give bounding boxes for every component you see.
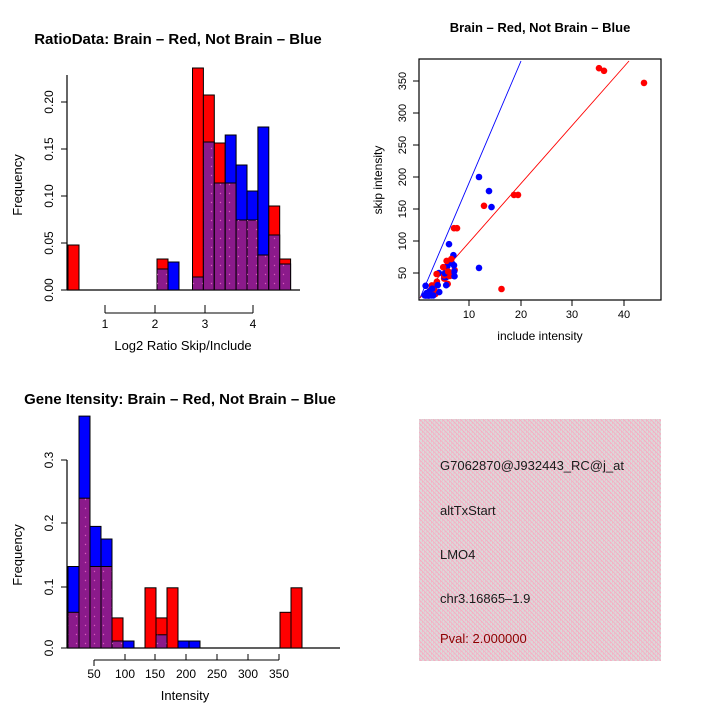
svg-text:200: 200 <box>397 168 409 186</box>
svg-text:0.20: 0.20 <box>42 90 56 114</box>
svg-text:300: 300 <box>238 667 258 681</box>
svg-text:250: 250 <box>397 136 409 154</box>
svg-text:Log2 Ratio Skip/Include: Log2 Ratio Skip/Include <box>114 338 251 353</box>
svg-text:150: 150 <box>397 200 409 218</box>
svg-text:Intensity: Intensity <box>161 688 210 703</box>
svg-text:1: 1 <box>102 317 109 331</box>
svg-text:200: 200 <box>176 667 196 681</box>
svg-text:300: 300 <box>397 104 409 122</box>
svg-text:0.1: 0.1 <box>42 578 56 595</box>
svg-text:altTxStart: altTxStart <box>440 503 496 518</box>
svg-text:0.2: 0.2 <box>42 514 56 531</box>
svg-text:0.10: 0.10 <box>42 184 56 208</box>
svg-text:Frequency: Frequency <box>10 154 25 216</box>
svg-text:100: 100 <box>397 232 409 250</box>
svg-text:G7062870@J932443_RC@j_at: G7062870@J932443_RC@j_at <box>440 458 624 473</box>
svg-text:Frequency: Frequency <box>10 524 25 586</box>
svg-text:150: 150 <box>145 667 165 681</box>
svg-text:4: 4 <box>250 317 257 331</box>
svg-text:chr3.16865–1.9: chr3.16865–1.9 <box>440 591 530 606</box>
svg-text:include intensity: include intensity <box>497 329 582 343</box>
svg-text:50: 50 <box>397 267 409 279</box>
svg-text:350: 350 <box>269 667 289 681</box>
svg-text:skip intensity: skip intensity <box>371 146 385 215</box>
svg-text:30: 30 <box>566 309 578 321</box>
svg-text:40: 40 <box>618 309 630 321</box>
svg-text:LMO4: LMO4 <box>440 547 475 562</box>
svg-text:0.05: 0.05 <box>42 231 56 255</box>
svg-text:3: 3 <box>202 317 209 331</box>
svg-text:Pval: 2.000000: Pval: 2.000000 <box>440 631 527 646</box>
svg-text:250: 250 <box>207 667 227 681</box>
svg-text:0.3: 0.3 <box>42 451 56 468</box>
svg-text:10: 10 <box>463 309 475 321</box>
svg-text:350: 350 <box>397 72 409 90</box>
svg-text:2: 2 <box>152 317 159 331</box>
svg-text:Gene Itensity: Brain – Red, No: Gene Itensity: Brain – Red, Not Brain – … <box>24 391 336 408</box>
svg-text:RatioData: Brain – Red, Not Br: RatioData: Brain – Red, Not Brain – Blue <box>34 31 322 48</box>
svg-text:0.00: 0.00 <box>42 278 56 302</box>
svg-text:50: 50 <box>87 667 101 681</box>
svg-text:0.15: 0.15 <box>42 137 56 161</box>
svg-text:Brain – Red, Not Brain – Blue: Brain – Red, Not Brain – Blue <box>450 20 631 35</box>
svg-text:20: 20 <box>515 309 527 321</box>
svg-text:0.0: 0.0 <box>42 639 56 656</box>
svg-text:100: 100 <box>115 667 135 681</box>
